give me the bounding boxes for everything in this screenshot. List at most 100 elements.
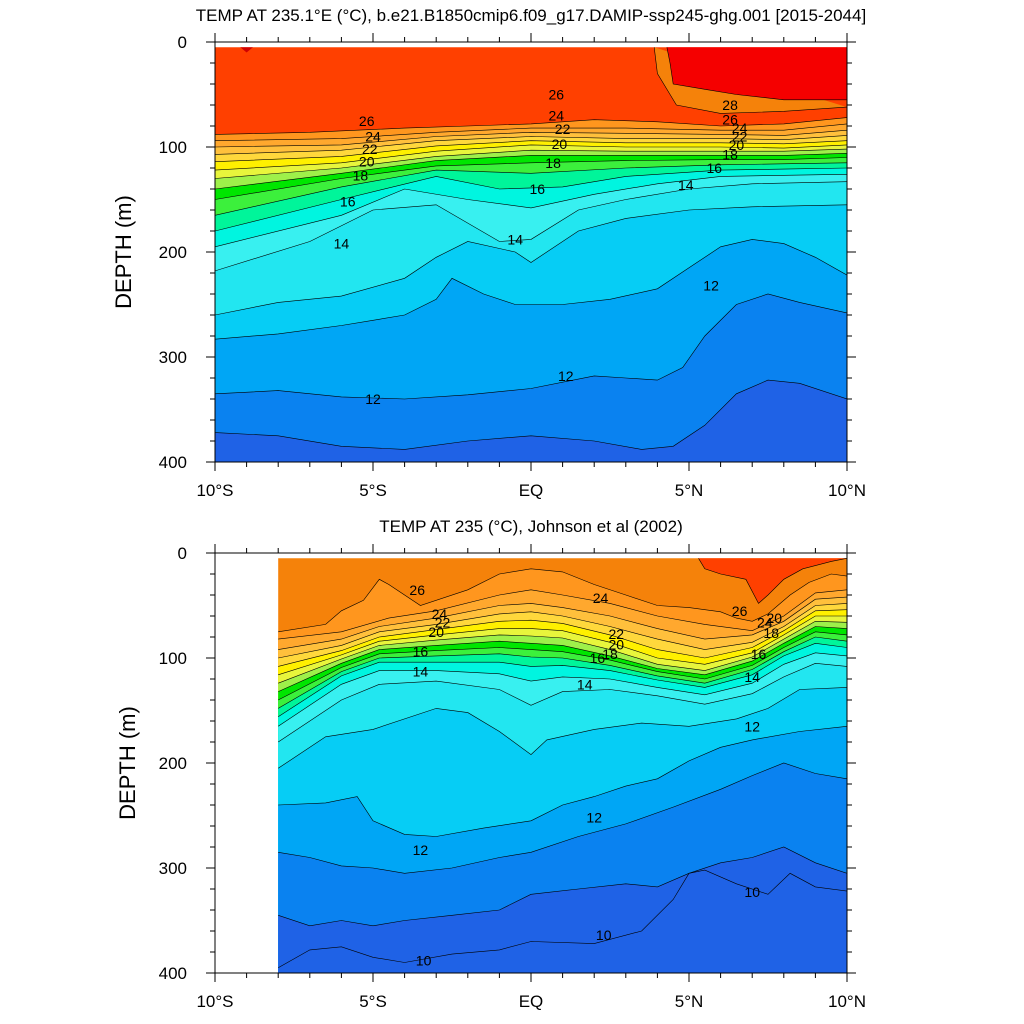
panel-title: TEMP AT 235.1°E (°C), b.e21.B1850cmip6.f… — [196, 6, 866, 25]
isotherm-11 — [278, 762, 847, 874]
x-tick-label: 10°S — [196, 481, 233, 500]
plot-area — [215, 47, 847, 462]
contour-label: 16 — [340, 194, 356, 210]
contour-label: 20 — [359, 154, 375, 170]
contour-label: 22 — [732, 129, 748, 145]
contour-label: 20 — [552, 136, 568, 152]
contour-label: 18 — [722, 146, 738, 162]
contour-label: 20 — [767, 610, 783, 626]
contour-label: 24 — [432, 606, 448, 622]
isotherm-28 — [666, 47, 847, 101]
isotherm-20 — [278, 620, 847, 684]
y-tick-label: 300 — [159, 348, 187, 367]
temperature-band — [278, 870, 847, 973]
isotherm-10 — [215, 379, 847, 450]
contour-label: 24 — [732, 120, 748, 136]
y-tick-label: 200 — [159, 754, 187, 773]
temperature-band — [215, 380, 847, 462]
isotherm-17 — [215, 162, 847, 216]
x-tick-label: 5°N — [675, 992, 704, 1011]
contour-label: 22 — [555, 121, 571, 137]
isotherm-line-layer — [278, 558, 847, 969]
contour-label: 18 — [545, 155, 561, 171]
contour-label: 26 — [722, 112, 738, 128]
contour-label: 10 — [744, 884, 760, 900]
temperature-fill-layer — [278, 558, 847, 973]
isotherm-14 — [215, 181, 847, 272]
isotherm-16 — [215, 167, 847, 232]
contour-label: 12 — [703, 278, 719, 294]
isotherm-25 — [215, 123, 847, 141]
temperature-band — [666, 47, 847, 100]
isotherm-25 — [278, 589, 847, 640]
axes: 10°S 5°S EQ 5°N 10°N 0 100 200 300 400 — [159, 33, 866, 500]
isotherm-19 — [278, 626, 847, 692]
temperature-band — [698, 558, 847, 604]
isotherm-14 — [278, 662, 847, 743]
contour-label: 20 — [729, 137, 745, 153]
isotherm-27 — [653, 47, 847, 114]
y-tick-label: 0 — [178, 544, 187, 563]
contour-label: 26 — [409, 582, 425, 598]
x-tick-label: 5°S — [359, 992, 387, 1011]
temperature-fill-layer — [215, 47, 847, 462]
x-tick-label: EQ — [519, 481, 544, 500]
isotherm-16 — [278, 642, 847, 718]
x-tick-label: 10°S — [196, 992, 233, 1011]
contour-label: 20 — [428, 624, 444, 640]
isotherm-23 — [278, 603, 847, 659]
y-tick-label: 400 — [159, 453, 187, 472]
y-tick-label: 0 — [178, 33, 187, 52]
isotherm-12 — [215, 239, 847, 340]
surface-warm-pocket — [240, 47, 253, 53]
isotherm-26 — [278, 568, 847, 633]
isotherm-18 — [215, 157, 847, 200]
contour-label: 16 — [413, 644, 429, 660]
y-tick-label: 100 — [159, 649, 187, 668]
contour-label: 20 — [609, 636, 625, 652]
contour-label: 14 — [334, 236, 350, 252]
contour-label: 10 — [416, 952, 432, 968]
contour-label: 28 — [722, 97, 738, 113]
contour-label: 16 — [707, 160, 723, 176]
contour-label: 14 — [744, 669, 760, 685]
isotherm-15 — [215, 174, 847, 248]
plot-area — [278, 558, 847, 973]
contour-label: 10 — [596, 927, 612, 943]
y-tick-label: 100 — [159, 138, 187, 157]
contour-label: 24 — [593, 590, 609, 606]
contour-label: 18 — [353, 167, 369, 183]
isotherm-23 — [215, 135, 847, 155]
temperature-band — [215, 294, 847, 462]
isotherm-line-layer — [215, 47, 847, 450]
x-tick-label: EQ — [519, 992, 544, 1011]
contour-label: 18 — [602, 646, 618, 662]
isotherm-21 — [278, 615, 847, 676]
y-tick-label: 200 — [159, 243, 187, 262]
isotherm-24 — [278, 596, 847, 650]
contour-label: 14 — [678, 177, 694, 193]
contour-label: 26 — [549, 87, 565, 103]
isotherm-21 — [215, 144, 847, 171]
x-tick-label: 10°N — [828, 481, 866, 500]
x-tick-label: 5°N — [675, 481, 704, 500]
contour-label: 12 — [558, 368, 574, 384]
isotherm-22 — [215, 140, 847, 162]
contour-label: 14 — [413, 664, 429, 680]
isotherm-27 — [698, 558, 847, 604]
contour-label: 16 — [751, 646, 767, 662]
contour-label: 12 — [413, 842, 429, 858]
contour-label-layer: 2624222018161426242220181614282624222018… — [334, 87, 748, 408]
isotherm-9 — [278, 869, 847, 969]
isotherm-13 — [215, 204, 847, 316]
model-contour-panel: TEMP AT 235.1°E (°C), b.e21.B1850cmip6.f… — [111, 6, 866, 500]
isotherm-20 — [215, 148, 847, 179]
contour-label: 22 — [362, 141, 378, 157]
isotherm-11 — [215, 293, 847, 400]
x-tick-label: 10°N — [828, 992, 866, 1011]
isotherm-19 — [215, 153, 847, 190]
isotherm-18 — [278, 631, 847, 701]
isotherm-17 — [278, 636, 847, 709]
contour-label: 18 — [763, 625, 779, 641]
